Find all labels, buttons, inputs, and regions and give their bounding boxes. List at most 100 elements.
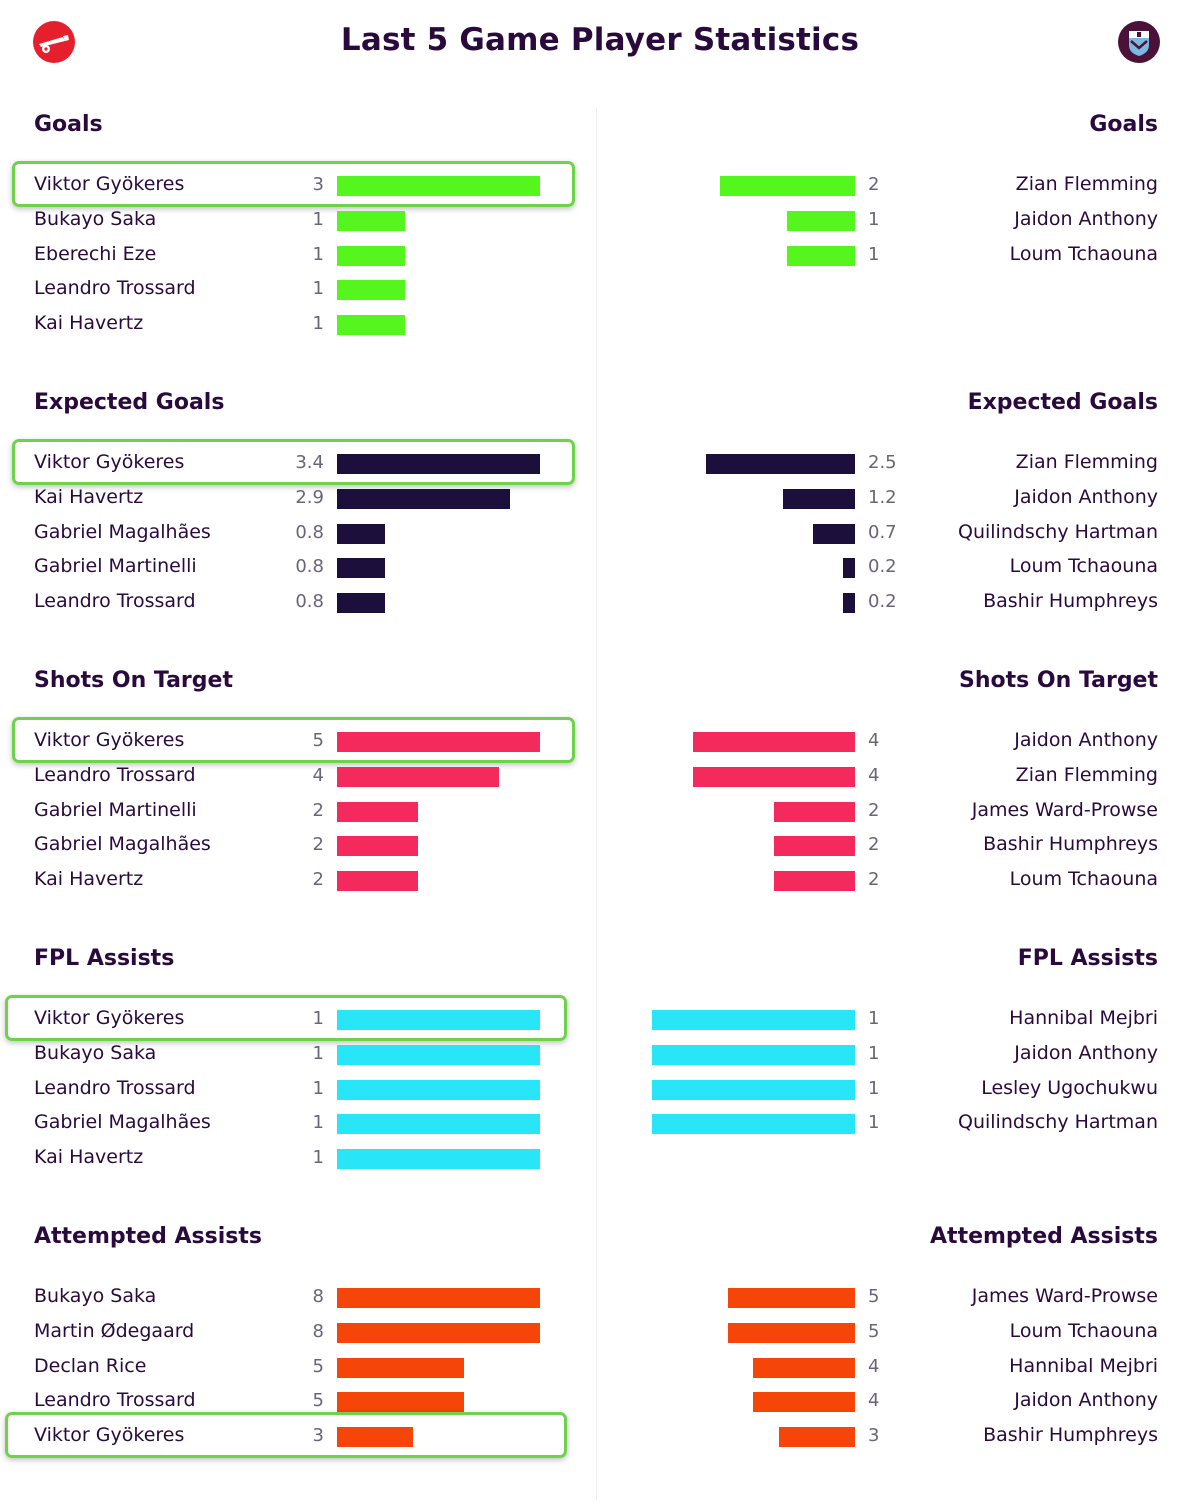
right-player-name: James Ward-Prowse <box>971 798 1158 821</box>
left-stat-bar <box>337 836 418 857</box>
right-stat-value: 4 <box>868 730 880 751</box>
left-stat-value: 0.8 <box>295 591 324 613</box>
left-stat-value: 2 <box>312 799 324 821</box>
left-player-name: Gabriel Martinelli <box>34 555 197 578</box>
left-stat-bar <box>337 1079 540 1100</box>
left-player-name: Leandro Trossard <box>34 1076 196 1099</box>
right-stat-bar <box>753 1357 855 1378</box>
right-stat-value: 1 <box>868 1112 880 1134</box>
left-stat-value: 1 <box>312 313 324 335</box>
left-stat-bar <box>337 593 385 614</box>
right-section-title: Goals <box>1089 112 1158 137</box>
right-stat-value: 1 <box>868 208 880 230</box>
left-stat-value: 2 <box>312 834 324 856</box>
left-stat-bar <box>337 1357 464 1378</box>
right-stat-value: 5 <box>868 1286 880 1307</box>
left-player-name: Eberechi Eze <box>34 242 157 265</box>
left-stat-bar <box>337 1322 540 1343</box>
right-section-title: FPL Assists <box>1017 946 1158 971</box>
right-stat-bar <box>693 732 855 752</box>
left-stat-value: 1 <box>312 1112 324 1134</box>
left-stat-bar <box>337 1044 540 1065</box>
right-player-name: Jaidon Anthony <box>1014 207 1158 230</box>
right-stat-bar <box>787 210 855 231</box>
left-stat-bar <box>337 176 540 196</box>
right-stat-bar <box>693 766 855 787</box>
left-stat-value: 5 <box>312 1390 324 1412</box>
left-player-name: Gabriel Magalhães <box>34 1111 211 1134</box>
right-stat-value: 2.5 <box>868 452 897 473</box>
left-stat-bar <box>337 1114 540 1135</box>
right-player-name: Loum Tchaouna <box>1009 1319 1158 1342</box>
right-stat-bar <box>652 1079 855 1100</box>
left-stat-value: 1 <box>312 1077 324 1099</box>
right-player-name: Jaidon Anthony <box>1014 1389 1158 1412</box>
left-stat-value: 8 <box>312 1320 324 1342</box>
right-stat-value: 0.7 <box>868 521 897 543</box>
left-stat-bar <box>337 1288 540 1308</box>
left-stat-value: 1 <box>312 278 324 300</box>
right-player-name: Jaidon Anthony <box>1014 485 1158 508</box>
left-stat-bar <box>337 523 385 544</box>
left-player-name: Bukayo Saka <box>34 1285 157 1307</box>
right-section-title: Attempted Assists <box>930 1224 1158 1249</box>
left-player-name: Kai Havertz <box>34 485 144 508</box>
right-stat-value: 2 <box>868 799 880 821</box>
right-stat-bar <box>652 1114 855 1135</box>
right-stat-bar <box>774 836 855 857</box>
right-player-name: James Ward-Prowse <box>971 1285 1158 1307</box>
right-player-name: Bashir Humphreys <box>983 833 1158 856</box>
left-stat-value: 1 <box>312 243 324 265</box>
left-section-title: Goals <box>34 112 103 137</box>
right-player-name: Bashir Humphreys <box>983 590 1158 613</box>
right-stat-value: 2 <box>868 834 880 856</box>
right-stat-value: 1 <box>868 1042 880 1064</box>
left-player-name: Viktor Gyökeres <box>34 173 185 195</box>
right-player-name: Quilindschy Hartman <box>958 1111 1158 1134</box>
right-stat-bar <box>779 1427 855 1448</box>
right-stat-bar <box>706 454 855 474</box>
right-player-name: Hannibal Mejbri <box>1009 1007 1158 1029</box>
left-stat-value: 8 <box>312 1286 324 1307</box>
right-player-name: Loum Tchaouna <box>1009 868 1158 891</box>
right-stat-bar <box>652 1010 855 1030</box>
right-stat-bar <box>783 488 855 509</box>
right-player-name: Loum Tchaouna <box>1009 555 1158 578</box>
right-stat-value: 1 <box>868 243 880 265</box>
left-stat-value: 5 <box>312 1355 324 1377</box>
left-player-name: Viktor Gyökeres <box>34 451 185 473</box>
left-player-name: Bukayo Saka <box>34 207 157 230</box>
left-stat-bar <box>337 210 405 231</box>
left-stat-value: 1 <box>312 1008 324 1029</box>
left-stat-bar <box>337 558 385 579</box>
right-stat-bar <box>728 1322 855 1343</box>
left-stat-bar <box>337 732 540 752</box>
left-stat-value: 1 <box>312 1147 324 1169</box>
left-stat-bar <box>337 315 405 336</box>
right-stat-bar <box>787 245 855 266</box>
left-stat-bar <box>337 280 405 301</box>
right-section-title: Expected Goals <box>967 390 1158 415</box>
right-player-name: Zian Flemming <box>1015 173 1158 195</box>
left-stat-value: 0.8 <box>295 521 324 543</box>
right-stat-bar <box>774 801 855 822</box>
left-section-title: Attempted Assists <box>34 1224 262 1249</box>
right-section-title: Shots On Target <box>959 668 1158 693</box>
left-section-title: FPL Assists <box>34 946 175 971</box>
left-section-title: Shots On Target <box>34 668 233 693</box>
left-player-name: Gabriel Magalhães <box>34 833 211 856</box>
arsenal-cannon-icon <box>32 20 76 64</box>
left-stat-bar <box>337 454 540 474</box>
left-stat-value: 1 <box>312 1042 324 1064</box>
left-stat-value: 5 <box>312 730 324 751</box>
highlight-box <box>5 995 567 1041</box>
highlight-box <box>12 161 575 207</box>
left-stat-bar <box>337 1149 540 1170</box>
right-stat-bar <box>774 871 855 892</box>
right-player-name: Bashir Humphreys <box>983 1424 1158 1447</box>
right-stat-value: 1.2 <box>868 486 897 508</box>
left-player-name: Kai Havertz <box>34 868 144 891</box>
left-player-name: Viktor Gyökeres <box>34 729 185 751</box>
right-player-name: Quilindschy Hartman <box>958 520 1158 543</box>
